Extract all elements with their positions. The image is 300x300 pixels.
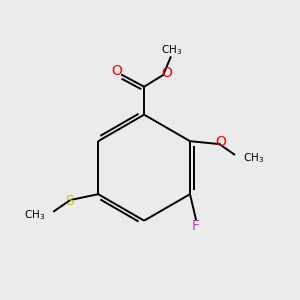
Text: CH$_3$: CH$_3$ [243,151,264,165]
Text: O: O [215,135,226,149]
Text: CH$_3$: CH$_3$ [24,208,45,222]
Text: S: S [65,194,74,208]
Text: CH$_3$: CH$_3$ [161,43,183,57]
Text: O: O [161,66,172,80]
Text: O: O [111,64,122,78]
Text: F: F [192,219,200,233]
